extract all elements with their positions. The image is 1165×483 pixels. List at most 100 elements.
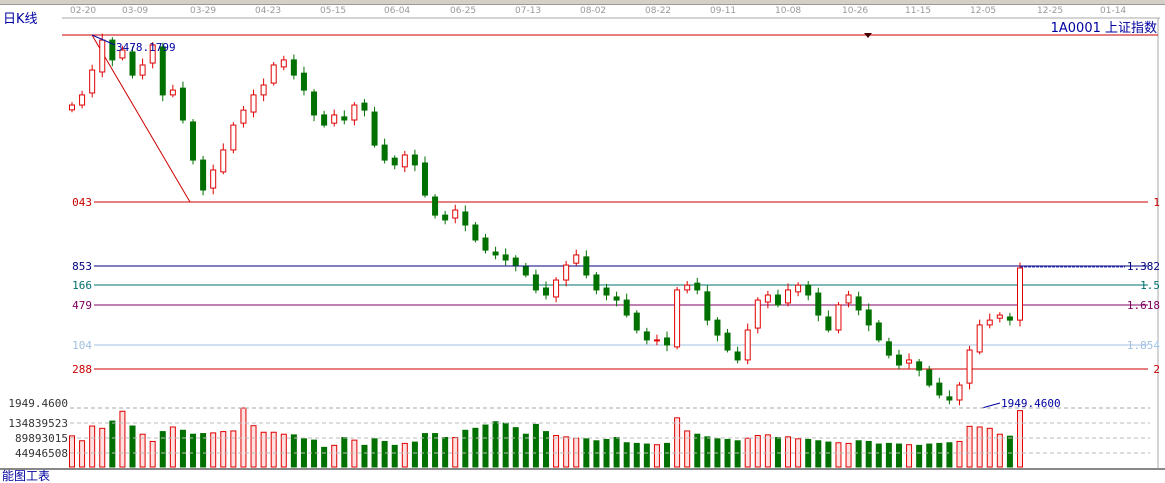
volume-bar: [653, 444, 660, 468]
volume-bar: [109, 420, 116, 468]
candle-body: [250, 94, 257, 113]
volume-bar: [482, 424, 489, 468]
candle-body: [240, 109, 247, 124]
candle-body: [885, 341, 892, 356]
volume-bar: [331, 444, 338, 468]
date-tick-label: 05-15: [320, 6, 347, 16]
candle-body: [300, 72, 307, 91]
volume-bar: [1006, 435, 1013, 468]
candle-body: [472, 224, 479, 241]
volume-bar: [361, 444, 368, 468]
candle-body: [371, 111, 378, 146]
top-scrollbar[interactable]: [0, 0, 1165, 5]
candle-body: [190, 121, 197, 161]
date-tick-label: 10-08: [775, 6, 802, 16]
volume-bar: [472, 427, 479, 468]
candle-body: [684, 284, 691, 291]
candle-body: [734, 351, 741, 361]
candle-body: [875, 322, 882, 341]
fib-ratio-label: 1.854: [1127, 339, 1160, 352]
candle-body: [411, 154, 418, 166]
volume-bar: [89, 425, 96, 468]
candle-body: [996, 314, 1003, 319]
candle-body: [532, 274, 539, 291]
candle-body: [623, 299, 630, 316]
candle-body: [210, 169, 217, 189]
date-tick-label: 01-14: [1100, 6, 1127, 16]
candle-body: [361, 102, 368, 111]
volume-bar: [966, 425, 973, 468]
candle-body: [401, 154, 408, 168]
candle-body: [351, 104, 358, 121]
fib-left-label: 853: [72, 260, 92, 273]
candle-body: [633, 312, 640, 331]
volume-bar: [230, 430, 237, 468]
fib-ratio-label: 1.618: [1127, 299, 1160, 312]
candle-body: [99, 39, 106, 73]
volume-bar: [855, 440, 862, 468]
candle-body: [331, 114, 338, 124]
candle-body: [936, 382, 943, 396]
fib-ratio-label: 2: [1153, 363, 1160, 376]
volume-bar: [442, 437, 449, 468]
volume-bar: [411, 441, 418, 468]
volume-bar: [845, 442, 852, 468]
fib-left-label: 288: [72, 363, 92, 376]
fib-left-label: 104: [72, 339, 92, 352]
volume-bar: [159, 431, 166, 468]
candle-body: [583, 256, 590, 276]
volume-bar: [290, 434, 297, 468]
candle-body: [553, 279, 560, 298]
marker-triangle-icon: [864, 33, 872, 38]
volume-axis-label: 44946508: [15, 447, 68, 460]
volume-bar: [633, 442, 640, 468]
candle-body: [442, 214, 449, 221]
volume-bar: [119, 410, 126, 468]
volume-bar: [996, 433, 1003, 468]
candle-body: [694, 282, 701, 291]
volume-bar: [260, 431, 267, 468]
candle-body: [321, 114, 328, 126]
volume-bar: [381, 440, 388, 468]
volume-bar: [694, 433, 701, 468]
candle-body: [230, 124, 237, 151]
candle-body: [573, 254, 580, 264]
candle-body: [139, 64, 146, 76]
candle-body: [714, 319, 721, 336]
volume-bar: [976, 426, 983, 468]
candle-body: [754, 299, 761, 329]
volume-bar: [169, 426, 176, 468]
candle-body: [311, 91, 318, 116]
candle-body: [785, 289, 792, 304]
candle-body: [179, 87, 186, 121]
volume-bar: [452, 437, 459, 468]
volume-bar: [341, 437, 348, 468]
date-tick-label: 10-26: [842, 6, 869, 16]
candle-body: [986, 319, 993, 326]
candle-body: [169, 89, 176, 96]
high-annotation-line: [91, 34, 116, 46]
date-tick-label: 06-04: [384, 6, 411, 16]
volume-axis-label: 134839523: [8, 417, 68, 430]
candle-body: [391, 157, 398, 166]
candle-body: [603, 287, 610, 296]
candle-body: [563, 264, 570, 281]
candle-body: [1006, 316, 1013, 321]
candle-body: [109, 39, 116, 61]
volume-bar: [210, 432, 217, 468]
volume-bar: [462, 429, 469, 468]
candle-body: [462, 211, 469, 226]
volume-bar: [502, 422, 509, 468]
volume-bar: [643, 443, 650, 468]
date-tick-label: 03-09: [122, 6, 149, 16]
volume-bar: [865, 440, 872, 468]
candle-body: [492, 251, 499, 256]
volume-bar: [825, 441, 832, 468]
volume-bar: [391, 444, 398, 468]
volume-bar: [512, 427, 519, 468]
low-price-label: 1949.4600: [1001, 397, 1061, 410]
candle-body: [89, 69, 96, 94]
candle-body: [260, 84, 267, 96]
